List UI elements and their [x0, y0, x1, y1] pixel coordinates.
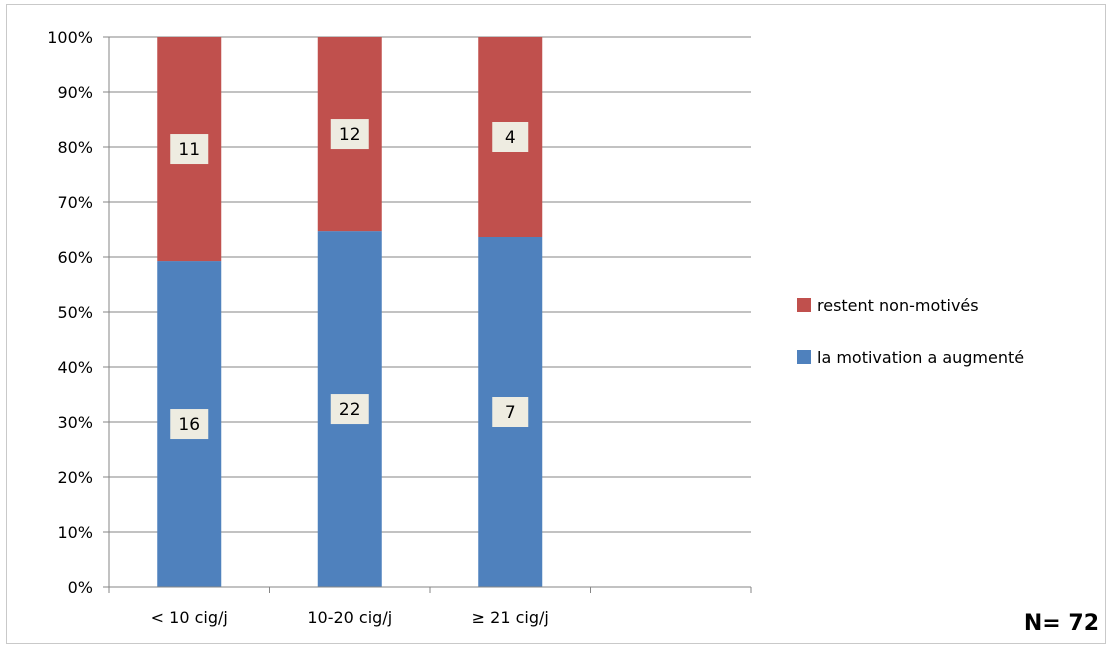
data-label: 11: [178, 140, 200, 160]
chart-frame: 16 11 22 12 7 4 0% 10% 20% 30% 40% 50% 60% 70% 80% 90%…: [6, 4, 1106, 644]
y-tick-label: 30%: [57, 413, 93, 432]
y-tick-label: 60%: [57, 248, 93, 267]
legend: restent non-motivés la motivation a augme…: [797, 296, 1024, 367]
y-tick-label: 10%: [57, 523, 93, 542]
data-label: 4: [505, 128, 516, 148]
data-label-box: [330, 394, 369, 425]
x-tick-label: 10-20 cig/j: [307, 608, 392, 627]
y-tick-label: 100%: [47, 28, 93, 47]
legend-label: restent non-motivés: [817, 296, 979, 315]
data-label-box: [170, 134, 209, 165]
legend-swatch: [797, 350, 811, 364]
sample-size-annotation: N= 72: [1024, 611, 1099, 636]
x-tick-label: ≥ 21 cig/j: [472, 608, 549, 627]
data-label: 12: [339, 125, 361, 145]
data-labels: 16 11 22 12 7 4: [170, 119, 529, 440]
data-label: 7: [505, 403, 516, 423]
y-tick-label: 50%: [57, 303, 93, 322]
x-tick-label: < 10 cig/j: [151, 608, 228, 627]
y-tick-label: 80%: [57, 138, 93, 157]
y-tick-label: 0%: [68, 578, 93, 597]
y-tick-label: 20%: [57, 468, 93, 487]
data-label: 16: [178, 415, 200, 435]
legend-label: la motivation a augmenté: [817, 348, 1024, 367]
data-label-box: [330, 119, 369, 150]
y-tick-label: 40%: [57, 358, 93, 377]
data-label-box: [492, 397, 529, 427]
y-tick-label: 70%: [57, 193, 93, 212]
stacked-bar-chart: 16 11 22 12 7 4 0% 10% 20% 30% 40% 50% 60% 70% 80% 90%…: [47, 28, 1099, 636]
data-label-box: [492, 122, 529, 152]
legend-swatch: [797, 298, 811, 312]
y-tick-label: 90%: [57, 83, 93, 102]
data-label: 22: [339, 400, 361, 420]
data-label-box: [170, 409, 209, 440]
axes: 0% 10% 20% 30% 40% 50% 60% 70% 80% 90% 100% < 10 ci…: [47, 28, 752, 627]
